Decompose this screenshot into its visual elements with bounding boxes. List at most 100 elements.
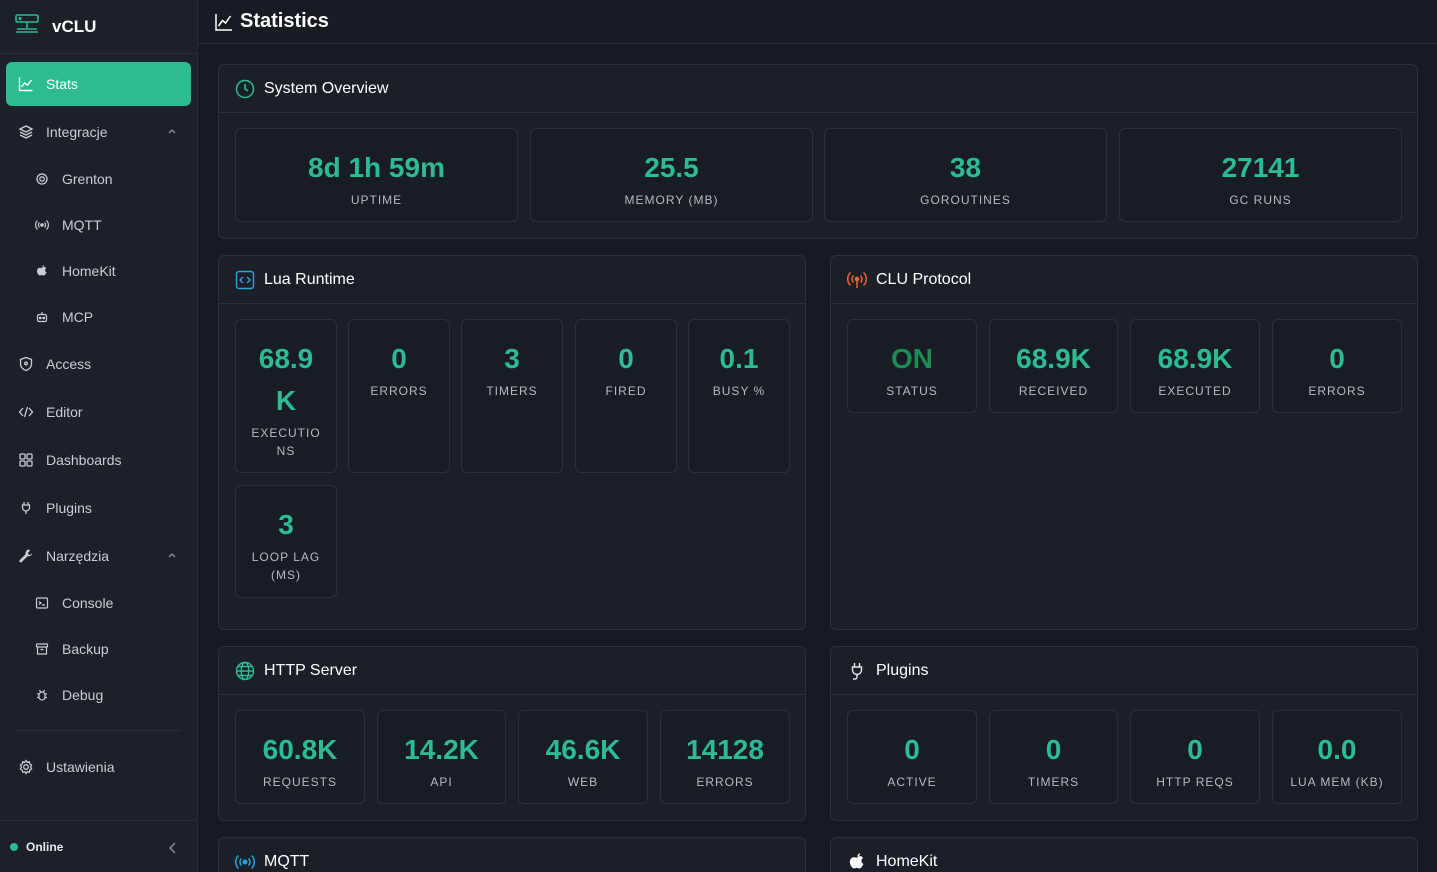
card-title: MQTT [264,852,310,870]
stat-value: 0.1 [719,343,759,374]
stat-value: 14.2K [404,734,479,765]
brand[interactable]: vCLU [0,0,197,54]
stat-clu-errors: 0 ERRORS [1272,319,1402,413]
sidebar-item-label: Dashboards [46,452,122,468]
stat-errors: 0 ERRORS [348,319,450,473]
stat-label: STATUS [886,384,938,398]
homekit-card: HomeKit [830,837,1418,872]
stat-value: 60.8K [262,734,338,765]
sidebar-item-label: Console [62,595,114,611]
lua-runtime-card: Lua Runtime 68.9 K EXECUTIO NS 0 ERRORS … [218,255,806,630]
stat-label: RECEIVED [1018,384,1089,398]
stat-label: ERRORS [370,384,428,398]
stat-requests: 60.8K REQUESTS [235,710,365,804]
stat-value: ON [891,343,933,374]
sidebar-item-mcp[interactable]: MCP [6,296,191,338]
layers-icon [18,124,34,140]
stat-label: REQUESTS [262,775,337,789]
sidebar-item-narzedzia[interactable]: Narzędzia [6,534,191,578]
sidebar-item-homekit[interactable]: HomeKit [6,250,191,292]
sidebar-item-grenton[interactable]: Grenton [6,158,191,200]
sidebar-item-stats[interactable]: Stats [6,62,191,106]
status-text: Online [26,839,64,854]
sidebar-item-label: Integracje [46,124,108,140]
stat-label: BUSY % [712,384,766,398]
sidebar-item-integracje[interactable]: Integracje [6,110,191,154]
chevron-left-icon[interactable] [168,841,178,855]
stat-label: GOROUTINES [920,193,1011,207]
stat-fired: 0 FIRED [575,319,677,473]
stat-label: TIMERS [1027,775,1080,789]
sidebar-item-label: Narzędzia [46,548,110,564]
sidebar-item-dashboards[interactable]: Dashboards [6,438,191,482]
stat-status: ON STATUS [847,319,977,413]
card-header: CLU Protocol [831,256,1417,304]
antenna-icon [847,270,867,290]
stat-value: 68.9K [1157,343,1233,374]
stat-plugin-timers: 0 TIMERS [989,710,1118,804]
card-header: HTTP Server [219,647,805,695]
sidebar-item-ustawienia[interactable]: Ustawienia [6,745,191,789]
sidebar-item-label: Editor [46,404,83,420]
sidebar-item-console[interactable]: Console [6,582,191,624]
sidebar-item-backup[interactable]: Backup [6,628,191,670]
card-title: HomeKit [876,852,938,870]
sidebar-item-label: Stats [46,76,78,92]
stat-label: API [430,775,453,789]
sidebar-item-plugins[interactable]: Plugins [6,486,191,530]
card-title: CLU Protocol [876,270,972,288]
stat-value: 0 [618,343,634,374]
stat-label: UPTIME [350,193,403,207]
stat-label: ERRORS [1308,384,1366,398]
nav-divider [16,730,181,731]
apple-icon [34,263,50,279]
chevron-up-icon[interactable] [167,550,177,560]
sidebar-item-debug[interactable]: Debug [6,674,191,716]
sidebar-item-label: MCP [62,309,94,325]
stat-value: 0 [1329,343,1345,374]
sidebar-item-editor[interactable]: Editor [6,390,191,434]
sidebar-item-label: MQTT [62,217,102,233]
stat-value: 3 [278,509,294,540]
chart-line-icon [215,13,232,31]
card-header: System Overview [219,65,1417,113]
card-title: HTTP Server [264,661,358,679]
stat-label: TIMERS [486,384,538,398]
cog-icon [34,171,50,187]
clu-protocol-card: CLU Protocol ON STATUS 68.9K RECEIVED 68… [830,255,1418,630]
stat-loop-lag: 3 LOOP LAG (MS) [235,485,337,598]
broadcast-icon [34,217,50,233]
sidebar-item-label: Grenton [62,171,113,187]
stat-lua-mem: 0.0 LUA MEM (KB) [1272,710,1402,804]
code-icon [18,404,34,420]
robot-icon [34,309,50,325]
chevron-up-icon[interactable] [167,126,177,136]
stat-http-reqs: 0 HTTP REQS [1130,710,1260,804]
stat-busy: 0.1 BUSY % [688,319,790,473]
terminal-icon [34,595,50,611]
broadcast-icon [235,852,255,872]
stat-label: HTTP REQS [1156,775,1234,789]
stat-label: EXECUTED [1158,384,1232,398]
sidebar: vCLU Stats Integracje Grenton MQ [0,0,198,872]
stat-timers: 3 TIMERS [461,319,563,473]
sidebar-item-mqtt[interactable]: MQTT [6,204,191,246]
grid-icon [18,452,34,468]
stat-value: 0 [904,734,920,765]
stat-label: ACTIVE [887,775,937,789]
sidebar-item-label: Ustawienia [46,759,115,775]
card-title: Lua Runtime [264,270,355,288]
stat-executions: 68.9 K EXECUTIO NS [235,319,337,473]
card-header: Plugins [831,647,1417,695]
stat-label: LOOP LAG (MS) [251,550,321,582]
bug-icon [34,687,50,703]
apple-icon [847,852,867,872]
mqtt-card: MQTT [218,837,806,872]
stat-goroutines: 38 GOROUTINES [824,128,1107,222]
stat-received: 68.9K RECEIVED [989,319,1118,413]
card-title: System Overview [264,79,389,97]
sidebar-item-label: HomeKit [62,263,116,279]
sidebar-item-access[interactable]: Access [6,342,191,386]
stat-label: EXECUTIO NS [251,426,321,458]
card-header: Lua Runtime [219,256,805,304]
